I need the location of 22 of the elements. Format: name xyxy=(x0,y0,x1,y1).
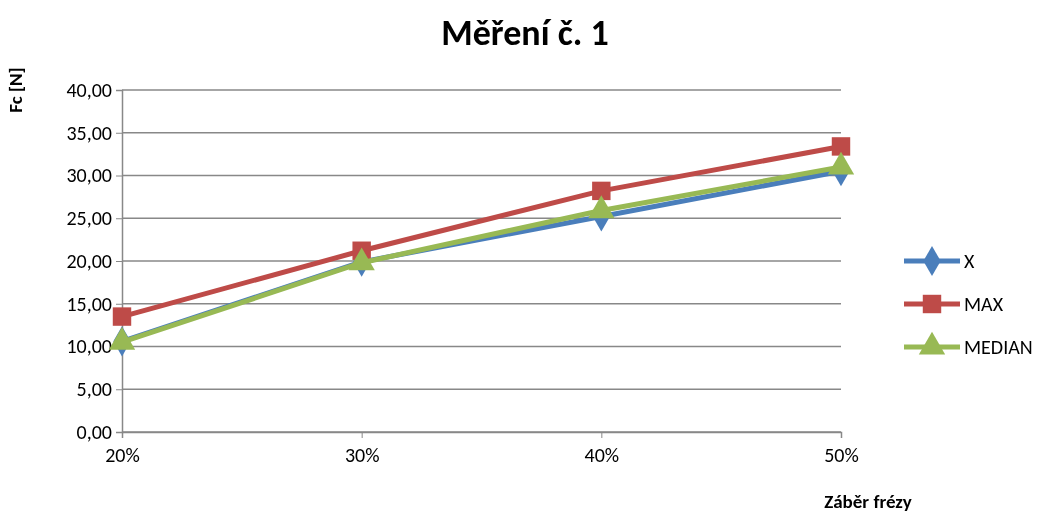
x-tick-label: 20% xyxy=(105,443,140,468)
y-tick-label: 40,00 xyxy=(66,77,112,102)
legend-label: MAX xyxy=(964,292,1004,316)
point xyxy=(592,181,611,201)
point xyxy=(831,137,851,156)
legend-label: MEDIAN xyxy=(964,335,1033,359)
y-tick-label: 35,00 xyxy=(66,120,112,145)
y-tick-label: 5,00 xyxy=(76,377,112,402)
y-tick-label: 30,00 xyxy=(66,163,112,188)
y-tick-label: 0,00 xyxy=(76,419,112,444)
y-tick-label: 20,00 xyxy=(66,248,112,273)
point xyxy=(112,307,132,326)
x-tick-label: 30% xyxy=(344,443,380,468)
y-axis-title: Fc [N] xyxy=(4,67,27,113)
y-tick-label: 15,00 xyxy=(66,291,112,316)
y-tick-label: 25,00 xyxy=(66,206,112,231)
y-tick-label: 10,00 xyxy=(66,334,112,359)
legend-label: X xyxy=(964,249,975,273)
chart-title: Měření č. 1 xyxy=(441,11,609,55)
x-tick-label: 50% xyxy=(824,443,859,468)
x-axis-title: Záběr frézy xyxy=(824,490,912,513)
x-tick-label: 40% xyxy=(584,443,620,468)
